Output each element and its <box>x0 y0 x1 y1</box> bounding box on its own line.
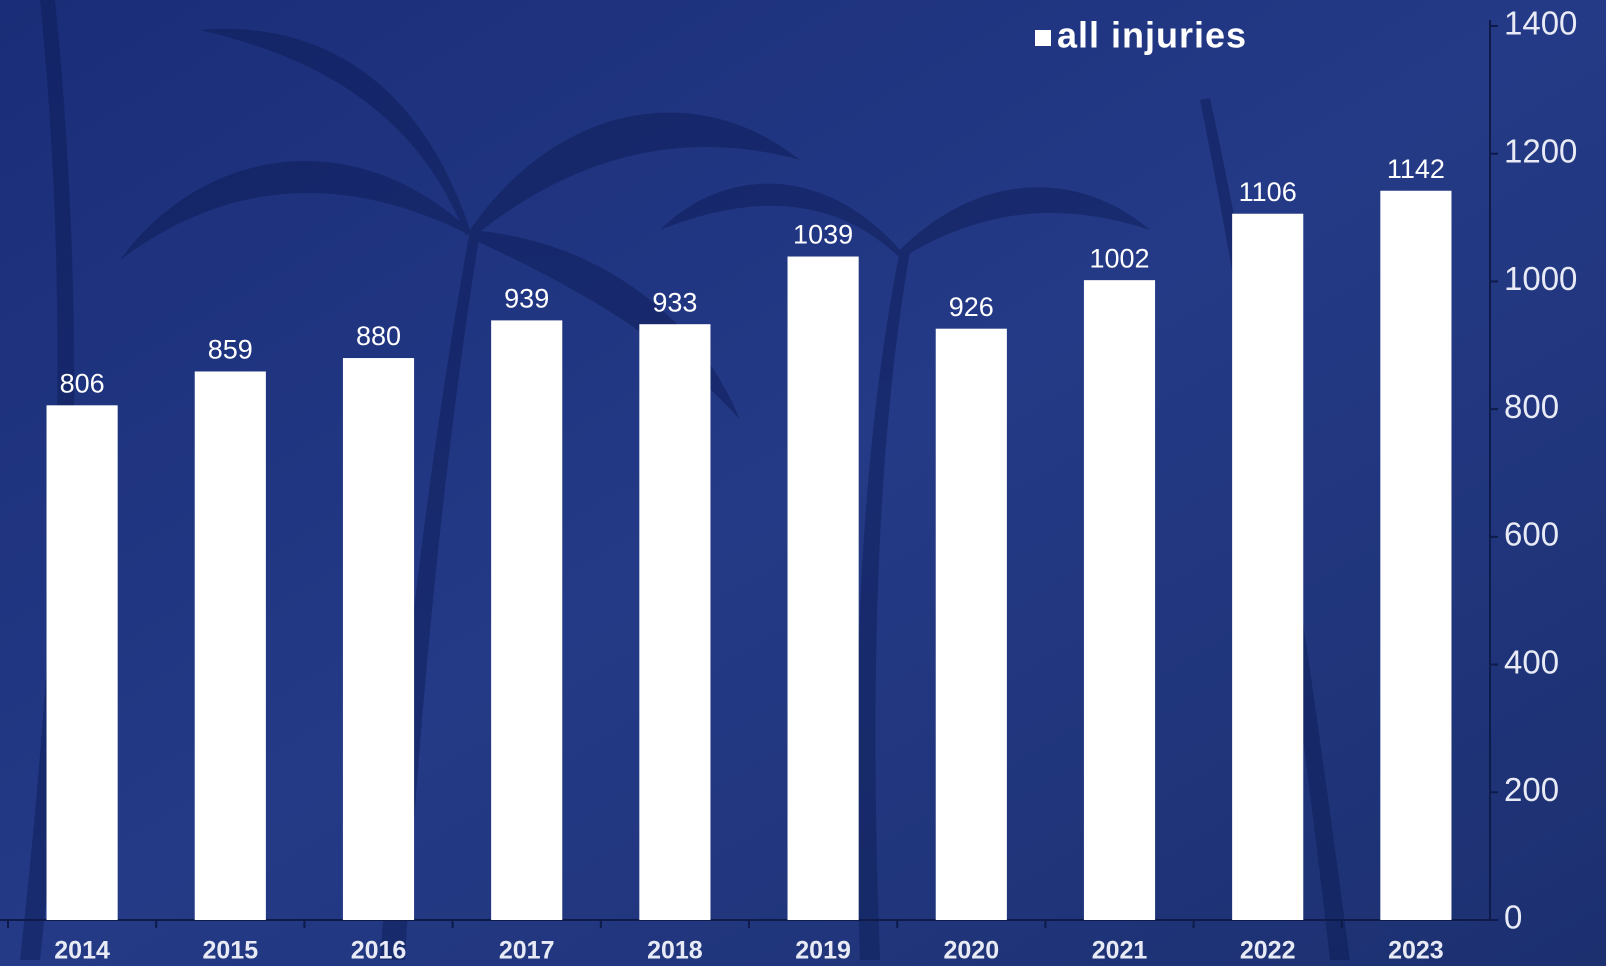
value-label: 1002 <box>1089 243 1149 273</box>
legend-label: all injuries <box>1057 15 1247 56</box>
legend-swatch <box>1035 30 1051 46</box>
y-tick-label: 200 <box>1504 771 1559 808</box>
bar <box>1083 280 1156 920</box>
x-tick-label: 2015 <box>202 937 258 965</box>
x-tick-label: 2020 <box>943 937 999 965</box>
y-tick-label: 400 <box>1504 643 1559 680</box>
bar <box>491 320 563 920</box>
y-tick-label: 1000 <box>1504 260 1577 297</box>
x-tick-label: 2018 <box>647 937 703 965</box>
value-label: 933 <box>652 287 697 317</box>
bar <box>935 328 1007 920</box>
value-label: 1142 <box>1387 154 1445 184</box>
bar <box>194 371 266 920</box>
value-label: 926 <box>949 292 994 322</box>
value-label: 939 <box>504 284 549 314</box>
x-tick-label: 2021 <box>1092 937 1148 965</box>
bar <box>639 324 711 920</box>
x-tick-label: 2016 <box>351 937 407 965</box>
bar <box>787 256 859 920</box>
x-tick-label: 2023 <box>1388 937 1444 965</box>
bar <box>46 405 118 921</box>
y-tick-label: 0 <box>1504 899 1522 936</box>
y-tick-label: 1200 <box>1504 132 1577 169</box>
value-label: 880 <box>356 321 401 351</box>
x-tick-label: 2017 <box>499 937 555 965</box>
y-tick-label: 1400 <box>1504 5 1577 42</box>
bar <box>1380 190 1452 920</box>
bar <box>1232 213 1304 921</box>
value-label: 1039 <box>793 220 853 250</box>
x-tick-label: 2019 <box>795 937 851 965</box>
value-label: 1106 <box>1239 177 1297 207</box>
x-tick-label: 2022 <box>1240 937 1296 965</box>
y-tick-label: 600 <box>1504 516 1559 553</box>
value-label: 859 <box>208 335 253 365</box>
y-tick-label: 800 <box>1504 388 1559 425</box>
bar <box>342 358 415 920</box>
x-tick-label: 2014 <box>54 937 110 965</box>
value-label: 806 <box>60 368 105 398</box>
